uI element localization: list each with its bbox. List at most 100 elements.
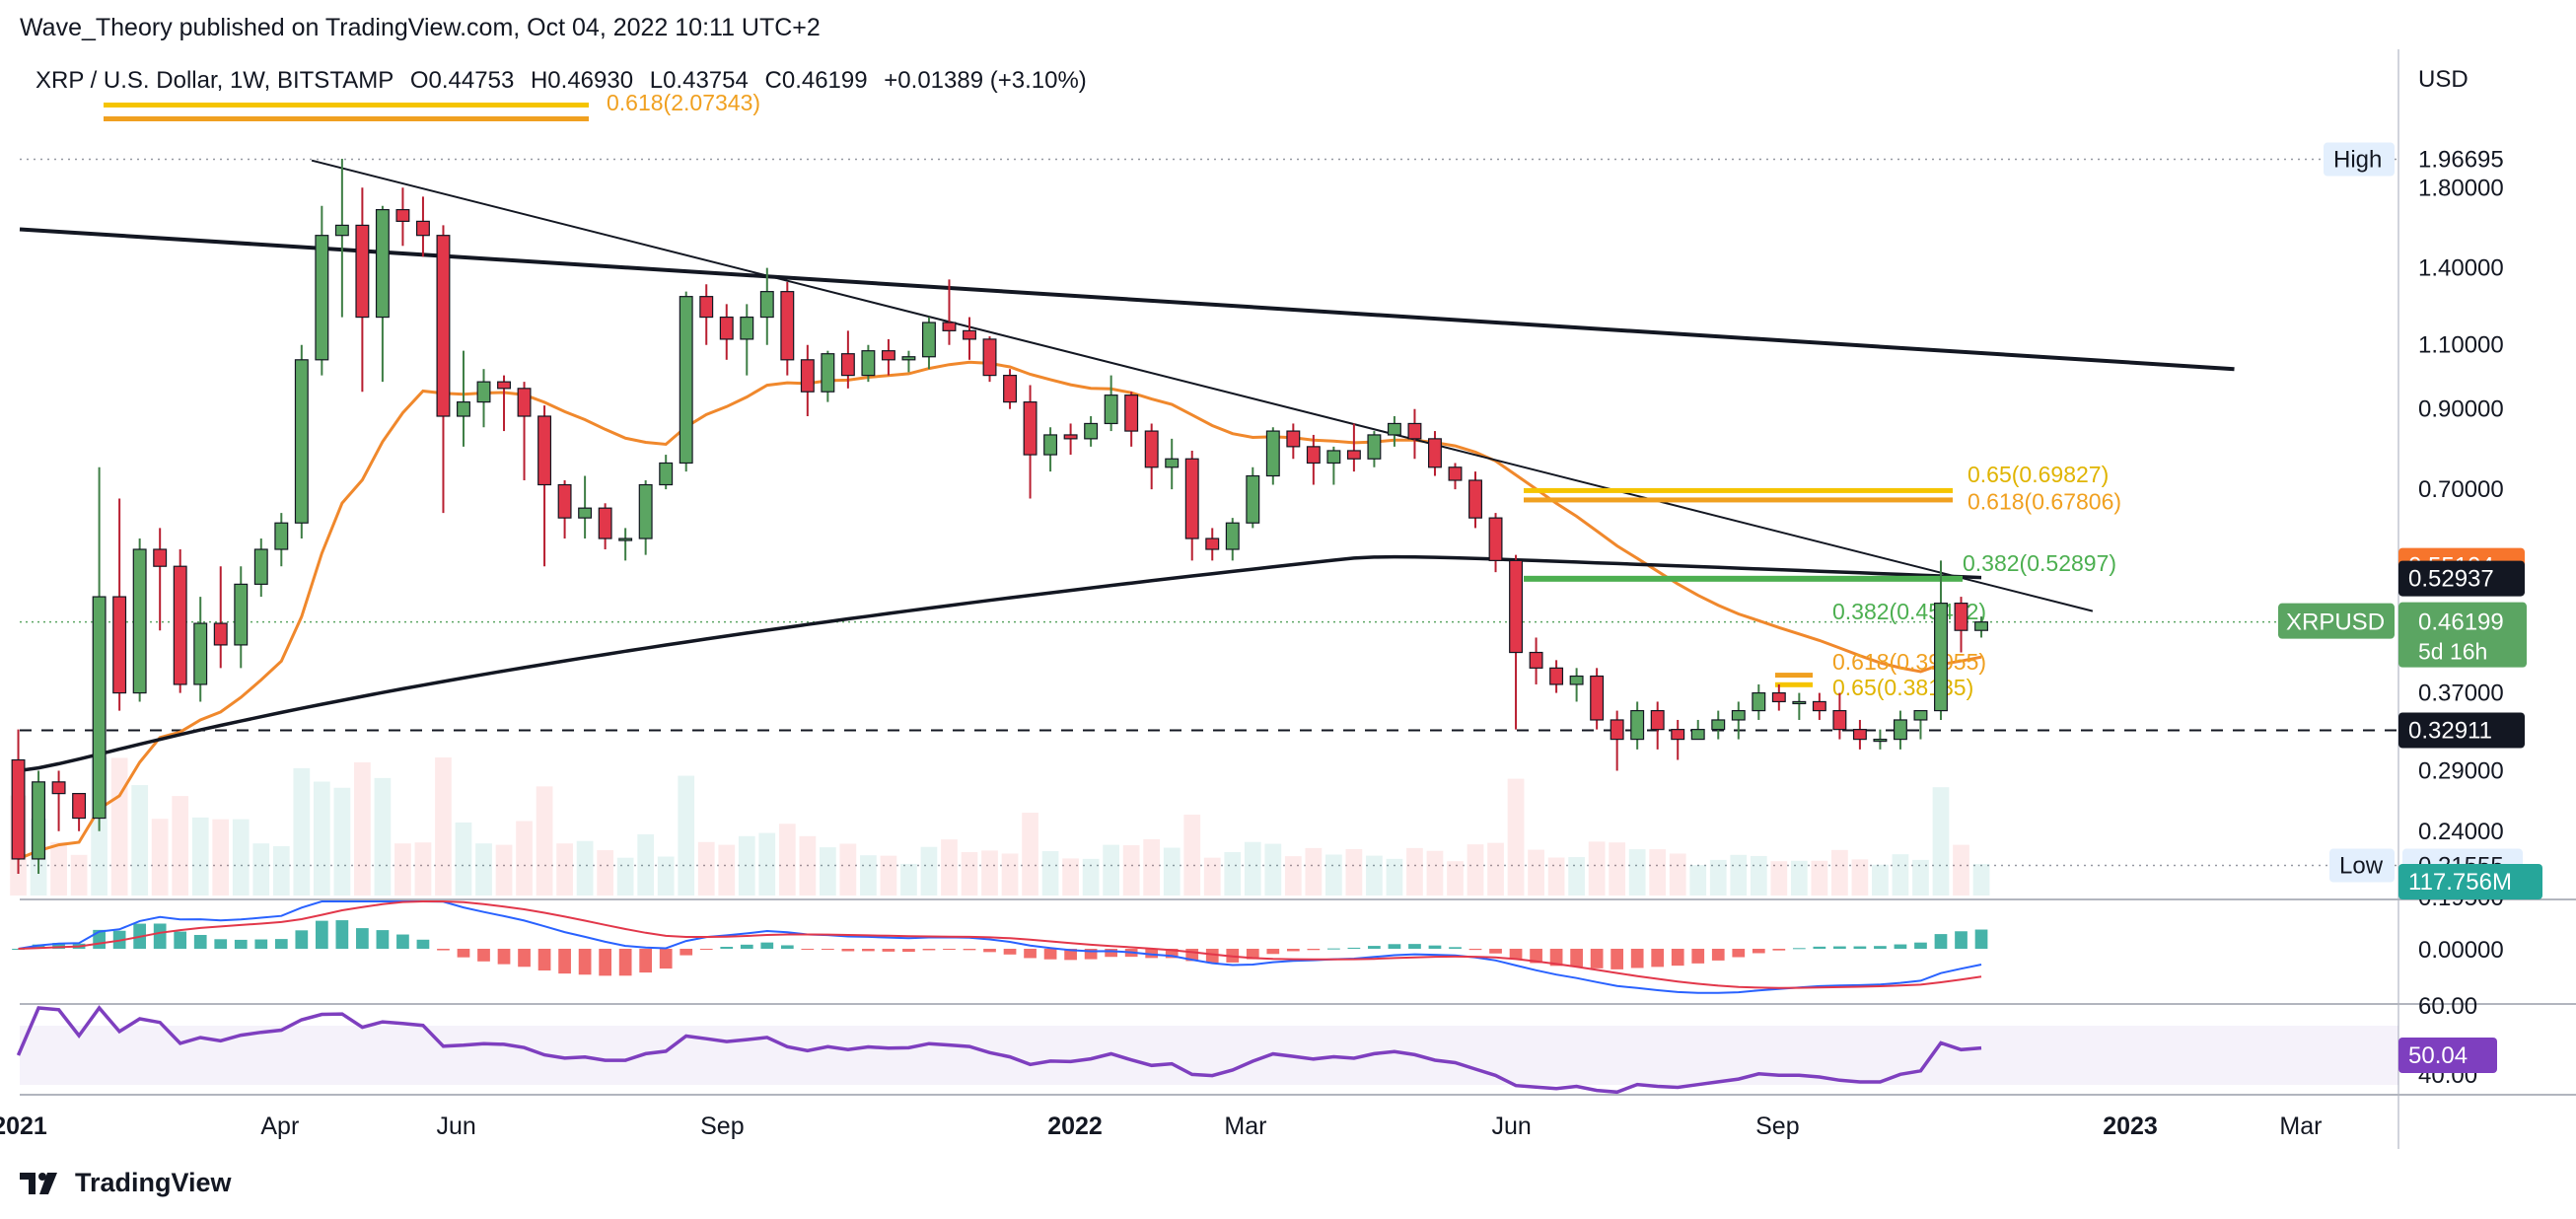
macd-line	[18, 900, 1982, 994]
candle-up	[1265, 430, 1280, 477]
volume-value-tag: 117.756M	[2408, 869, 2512, 896]
volume-bar	[1872, 864, 1889, 896]
macd-histogram-bar	[1914, 942, 1927, 949]
candle-down	[1549, 667, 1564, 685]
macd-histogram-bar	[1266, 949, 1280, 955]
macd-histogram-bar	[1468, 949, 1482, 951]
volume-bar	[697, 841, 715, 896]
macd-histogram-bar	[618, 949, 632, 976]
macd-histogram-bar	[1368, 946, 1381, 949]
price-tick-label: 0.90000	[2418, 396, 2504, 423]
volume-bar	[191, 817, 209, 896]
volume-bar	[657, 856, 675, 896]
support-value-tag: 0.32911	[2408, 718, 2492, 745]
macd-histogram-bar	[699, 949, 713, 950]
fib-green-zone	[1524, 575, 1963, 582]
symbol-tag-bg	[2278, 603, 2395, 639]
volume-bar	[1325, 854, 1342, 896]
candle-up	[861, 350, 876, 377]
candle-down	[1407, 422, 1422, 440]
candle-up	[740, 316, 754, 340]
macd-histogram-bar	[1772, 949, 1786, 951]
macd-histogram-bar	[174, 931, 187, 949]
macd-histogram-bar	[356, 928, 369, 949]
volume-bar	[1770, 861, 1788, 896]
macd-histogram-bar	[801, 949, 815, 950]
candle-down	[1448, 466, 1463, 481]
candle-down	[840, 353, 855, 377]
candle-up	[1367, 434, 1382, 460]
low-label: Low	[2339, 853, 2384, 880]
macd-signal-line	[18, 900, 1982, 989]
candle-down	[1671, 729, 1685, 741]
rsi-top-label: 60.00	[2418, 993, 2477, 1020]
rsi-line	[16, 1005, 1982, 1095]
volume-bar	[1811, 860, 1828, 896]
price-chart[interactable]: 0.618(2.07343) 0.65(0.69827)0.618(0.67806…	[0, 49, 2576, 1154]
candle-down	[598, 507, 612, 539]
candle-up	[1246, 474, 1260, 524]
candle-down	[1306, 446, 1321, 465]
volume-bar	[1062, 858, 1079, 896]
volume-bar	[1122, 845, 1140, 896]
macd-histogram-bar	[1651, 949, 1665, 968]
volume-bar	[1709, 859, 1727, 896]
tradingview-logo[interactable]: TradingView	[20, 1168, 232, 1198]
candle-down	[11, 758, 26, 860]
price-tick-label: 1.10000	[2418, 332, 2504, 359]
candle-down	[780, 291, 795, 361]
candle-down	[1468, 479, 1482, 519]
volume-bar	[495, 844, 513, 896]
macd-histogram-bar	[720, 947, 734, 949]
time-label: Jun	[437, 1112, 476, 1140]
macd-histogram-bar	[437, 949, 450, 951]
symbol-name[interactable]: XRP / U.S. Dollar, 1W, BITSTAMP	[36, 67, 394, 94]
macd-histogram-bar	[214, 939, 228, 949]
volume-bar	[475, 843, 492, 896]
volume-bar	[374, 777, 392, 896]
fib-label: 0.618(2.07343)	[607, 90, 760, 115]
last-price-tag-bg	[2398, 602, 2527, 668]
price-tick-label: 1.40000	[2418, 255, 2504, 282]
upper-trendline	[19, 227, 2235, 372]
macd-histogram-bar	[1711, 949, 1725, 961]
candle-down	[395, 209, 410, 222]
candle-up	[1913, 709, 1928, 721]
macd-histogram-bar	[274, 939, 288, 949]
volume-bar	[1953, 844, 1969, 896]
volume-bar	[778, 824, 796, 896]
macd-histogram-bar	[416, 939, 430, 949]
macd-histogram-bar	[1752, 949, 1765, 954]
fib-upper-orange	[1524, 497, 1953, 503]
macd-histogram-bar	[1610, 949, 1624, 969]
candle-up	[253, 548, 268, 585]
volume-bar	[1892, 854, 1909, 896]
candle-down	[1124, 394, 1139, 432]
volume-bar	[1507, 778, 1525, 896]
macd-histogram-bar	[1205, 949, 1219, 964]
candle-down	[355, 224, 370, 319]
candle-down	[173, 565, 187, 685]
macd-histogram-bar	[1347, 947, 1361, 949]
macd-histogram-bar	[1024, 949, 1037, 959]
volume-bar	[880, 855, 897, 896]
volume-bar	[212, 819, 230, 896]
candle-down	[537, 415, 552, 486]
candle-down	[1812, 700, 1826, 712]
price-tick-label: 1.80000	[2418, 175, 2504, 201]
volume-tag-bg	[2398, 864, 2542, 899]
macd-histogram-bar	[841, 949, 855, 952]
macd-histogram-bar	[1165, 949, 1179, 959]
macd-histogram-bar	[578, 949, 592, 975]
macd-histogram-bar	[1105, 949, 1118, 958]
candle-down	[1832, 709, 1847, 731]
time-label: 2022	[1047, 1112, 1103, 1140]
fib-lower-orange	[1775, 673, 1813, 679]
candle-down	[1428, 438, 1442, 468]
candle-down	[1003, 375, 1018, 403]
candle-up	[659, 462, 674, 486]
volume-bar	[1447, 861, 1464, 896]
candle-down	[415, 220, 430, 237]
volume-bar	[414, 842, 432, 896]
macd-histogram-bar	[963, 949, 976, 951]
